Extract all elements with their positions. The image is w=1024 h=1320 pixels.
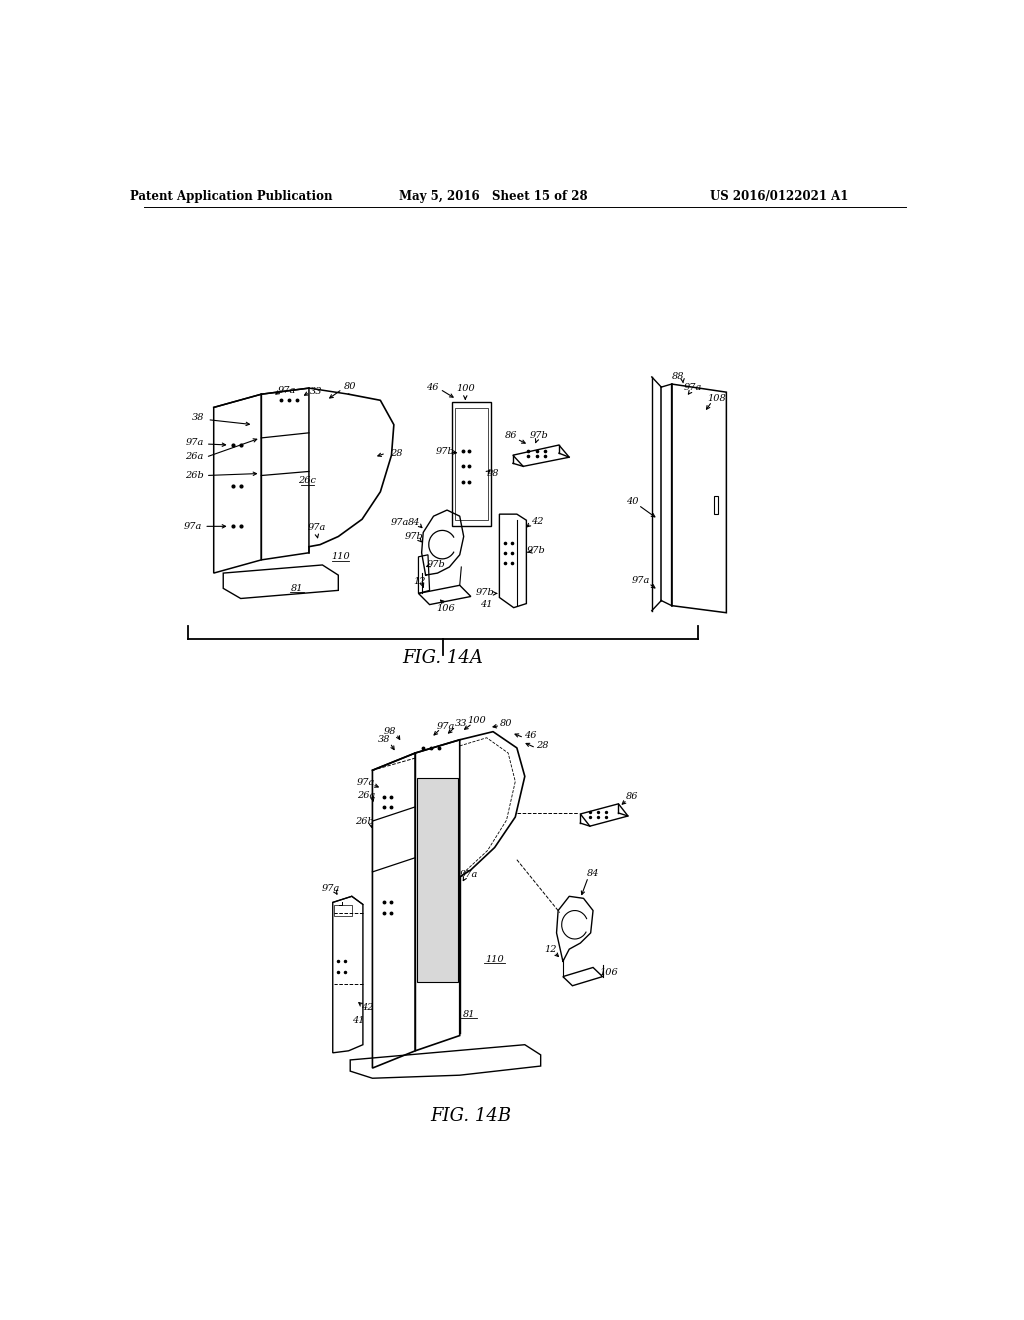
Text: 80: 80 — [500, 719, 512, 729]
Text: US 2016/0122021 A1: US 2016/0122021 A1 — [710, 190, 848, 202]
Text: 98: 98 — [384, 727, 396, 737]
Text: 97b: 97b — [427, 561, 445, 569]
Text: 42: 42 — [531, 516, 544, 525]
Bar — [455, 408, 488, 520]
Text: 97a: 97a — [436, 722, 455, 731]
Text: 110: 110 — [485, 954, 504, 964]
Text: 26a: 26a — [357, 791, 375, 800]
Text: 97b: 97b — [526, 546, 546, 556]
Text: 12: 12 — [413, 577, 426, 586]
Text: 26c: 26c — [298, 477, 316, 484]
Text: 110: 110 — [332, 552, 350, 561]
Text: May 5, 2016   Sheet 15 of 28: May 5, 2016 Sheet 15 of 28 — [398, 190, 588, 202]
Text: 97a: 97a — [460, 870, 478, 879]
Text: FIG. 14A: FIG. 14A — [401, 649, 482, 668]
Text: 97b: 97b — [476, 587, 495, 597]
Text: 28: 28 — [536, 742, 549, 750]
Text: 42: 42 — [361, 1003, 374, 1011]
Text: 108: 108 — [708, 393, 726, 403]
Text: 33: 33 — [455, 719, 468, 729]
Text: 86: 86 — [505, 432, 517, 441]
Text: 97a: 97a — [278, 385, 296, 395]
Text: 106: 106 — [436, 605, 455, 614]
Text: 81: 81 — [291, 583, 303, 593]
Text: 41: 41 — [480, 601, 493, 609]
Text: 97a: 97a — [357, 777, 375, 787]
Text: 12: 12 — [545, 945, 557, 953]
Text: Patent Application Publication: Patent Application Publication — [130, 190, 333, 202]
Text: 97b: 97b — [436, 446, 455, 455]
Bar — [334, 906, 352, 916]
Text: FIG. 14B: FIG. 14B — [430, 1107, 511, 1125]
Text: 86: 86 — [626, 792, 638, 801]
Text: 46: 46 — [426, 383, 439, 392]
Text: 97a: 97a — [322, 883, 340, 892]
Text: 97a: 97a — [184, 521, 203, 531]
Text: 100: 100 — [457, 384, 475, 392]
Bar — [452, 403, 492, 527]
Text: 38: 38 — [191, 413, 204, 422]
Text: 81: 81 — [463, 1010, 475, 1019]
Text: 84: 84 — [587, 870, 599, 878]
Text: 80: 80 — [344, 381, 356, 391]
Text: 106: 106 — [599, 968, 618, 977]
Text: 46: 46 — [524, 731, 537, 741]
Text: 26b: 26b — [355, 817, 374, 825]
Text: 97a: 97a — [307, 523, 326, 532]
Text: 97a: 97a — [390, 517, 409, 527]
Text: 33: 33 — [310, 387, 323, 396]
Text: 41: 41 — [352, 1016, 365, 1024]
Text: 26b: 26b — [185, 471, 204, 480]
Text: 97a: 97a — [632, 576, 650, 585]
Bar — [417, 779, 458, 982]
Text: 88: 88 — [672, 372, 684, 381]
Text: 97b: 97b — [529, 432, 549, 441]
Text: 38: 38 — [378, 735, 390, 744]
Text: 40: 40 — [627, 498, 639, 507]
Text: 100: 100 — [468, 715, 486, 725]
Text: 28: 28 — [390, 449, 402, 458]
Text: 26a: 26a — [185, 451, 204, 461]
Text: 98: 98 — [486, 469, 500, 478]
Text: 97b: 97b — [406, 532, 424, 541]
Text: 97a: 97a — [185, 438, 204, 447]
Bar — [714, 496, 719, 515]
Text: 97a: 97a — [684, 383, 702, 392]
Text: 84: 84 — [408, 517, 420, 527]
